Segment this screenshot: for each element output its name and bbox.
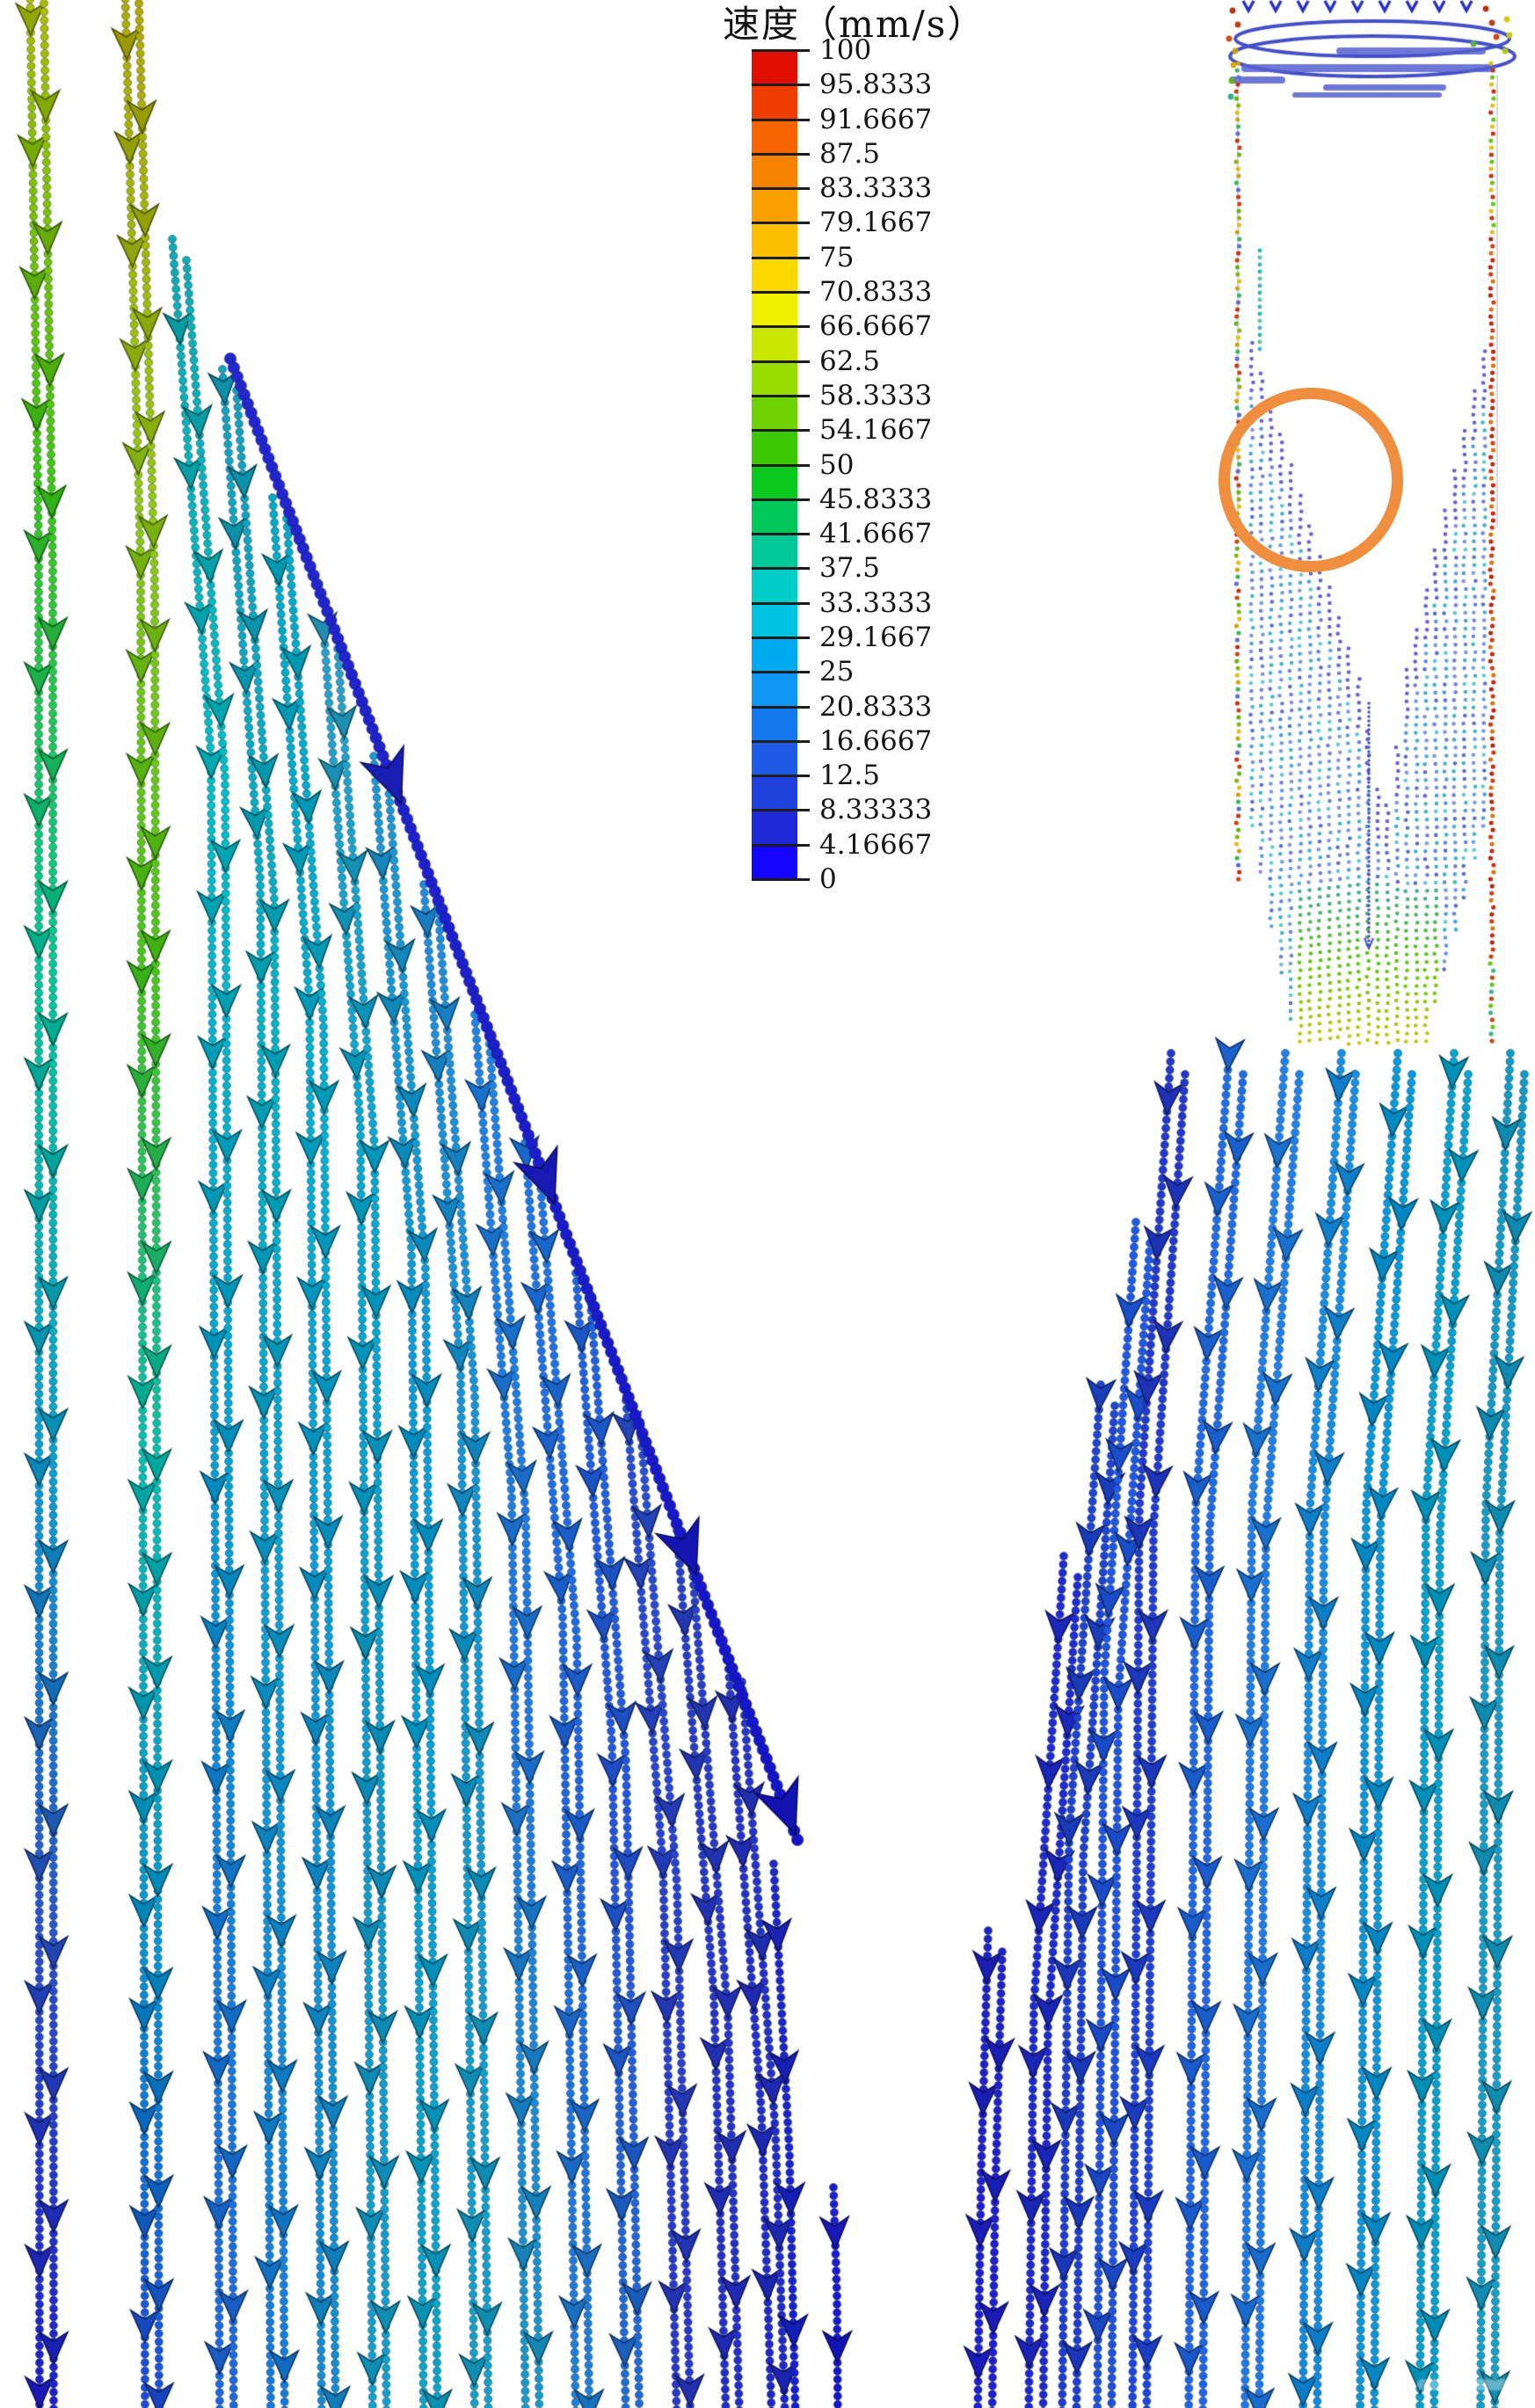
colorbar-tick	[752, 394, 810, 397]
colorbar-tick-label: 75	[819, 241, 855, 273]
watermark-text: 光	[1435, 2339, 1469, 2378]
colorbar-segment	[752, 84, 797, 120]
colorbar-segment	[752, 464, 797, 500]
colorbar-segment	[752, 637, 797, 673]
colorbar-tick	[752, 636, 810, 639]
colorbar-tick	[752, 222, 810, 225]
colorbar-segment	[752, 50, 797, 85]
colorbar-tick-label: 54.1667	[819, 414, 933, 447]
colorbar-tick-label: 4.16667	[819, 828, 933, 861]
watermark: 光	[1435, 2342, 1468, 2375]
colorbar-tick-label: 12.5	[819, 760, 881, 792]
colorbar-segment	[752, 706, 797, 742]
colorbar-segment	[752, 188, 797, 223]
colorbar-tick-label: 8.33333	[819, 794, 933, 826]
colorbar-segment	[752, 292, 797, 327]
colorbar-tick	[752, 463, 810, 467]
colorbar-segment	[752, 153, 797, 189]
watermark-subtext-smudge	[1417, 2379, 1530, 2390]
colorbar-tick	[752, 809, 810, 812]
colorbar-tick	[752, 878, 810, 881]
colorbar-tick-label: 83.3333	[819, 172, 933, 205]
colorbar-tick	[752, 152, 810, 156]
colorbar-tick	[752, 567, 810, 571]
colorbar-tick	[752, 775, 810, 778]
colorbar-tick-label: 45.8333	[819, 483, 933, 515]
colorbar-tick-label: 20.8333	[819, 690, 933, 723]
colorbar-segment	[752, 430, 797, 465]
colorbar-tick	[752, 429, 810, 433]
colorbar-segment	[752, 810, 797, 846]
colorbar-segment	[752, 222, 797, 258]
colorbar-tick	[752, 498, 810, 501]
colorbar-tick	[752, 601, 810, 605]
colorbar-segment	[752, 257, 797, 293]
colorbar-tick-label: 62.5	[819, 345, 881, 377]
colorbar-tick	[752, 49, 810, 52]
colorbar-tick	[752, 671, 810, 674]
colorbar-segment	[752, 844, 797, 880]
colorbar-tick-label: 79.1667	[819, 207, 933, 239]
colorbar-tick	[752, 187, 810, 191]
colorbar-segment	[752, 119, 797, 155]
colorbar-tick-label: 33.3333	[819, 586, 933, 619]
colorbar-tick	[752, 84, 810, 87]
colorbar-tick-label: 87.5	[819, 137, 881, 170]
highlight-circle	[1219, 388, 1403, 572]
colorbar-tick	[752, 291, 810, 295]
colorbar-tick-label: 91.6667	[819, 103, 933, 135]
colorbar-tick-label: 50	[819, 448, 855, 481]
colorbar-tick-label: 0	[819, 863, 837, 895]
colorbar-tick	[752, 739, 810, 743]
colorbar-segment	[752, 326, 797, 362]
legend-title: 速度（mm/s）	[723, 3, 986, 46]
colorbar-tick	[752, 360, 810, 363]
colorbar-segment	[752, 775, 797, 811]
colorbar-segment	[752, 534, 797, 569]
colorbar-tick-label: 66.6667	[819, 310, 933, 343]
colorbar-segment	[752, 498, 797, 535]
colorbar-tick-label: 58.3333	[819, 379, 933, 411]
colorbar-segment	[752, 740, 797, 776]
colorbar-tick-label: 37.5	[819, 552, 881, 585]
colorbar-tick-label: 16.6667	[819, 724, 933, 757]
colorbar-tick	[752, 843, 810, 847]
colorbar-tick-label: 95.8333	[819, 69, 933, 101]
colorbar-tick	[752, 325, 810, 329]
colorbar-segment	[752, 395, 797, 431]
colorbar-tick-label: 70.8333	[819, 276, 933, 309]
colorbar-tick	[752, 705, 810, 709]
colorbar-segment	[752, 360, 797, 396]
colorbar-tick	[752, 118, 810, 121]
colorbar-tick-label: 25	[819, 656, 855, 688]
colorbar	[752, 50, 797, 880]
colorbar-tick	[752, 533, 810, 536]
colorbar-segment	[752, 602, 797, 638]
colorbar-tick	[752, 256, 810, 259]
colorbar-tick-label: 29.1667	[819, 621, 933, 653]
colorbar-segment	[752, 568, 797, 604]
colorbar-segment	[752, 672, 797, 708]
colorbar-tick-label: 100	[819, 34, 872, 66]
colorbar-tick-label: 41.6667	[819, 518, 933, 550]
